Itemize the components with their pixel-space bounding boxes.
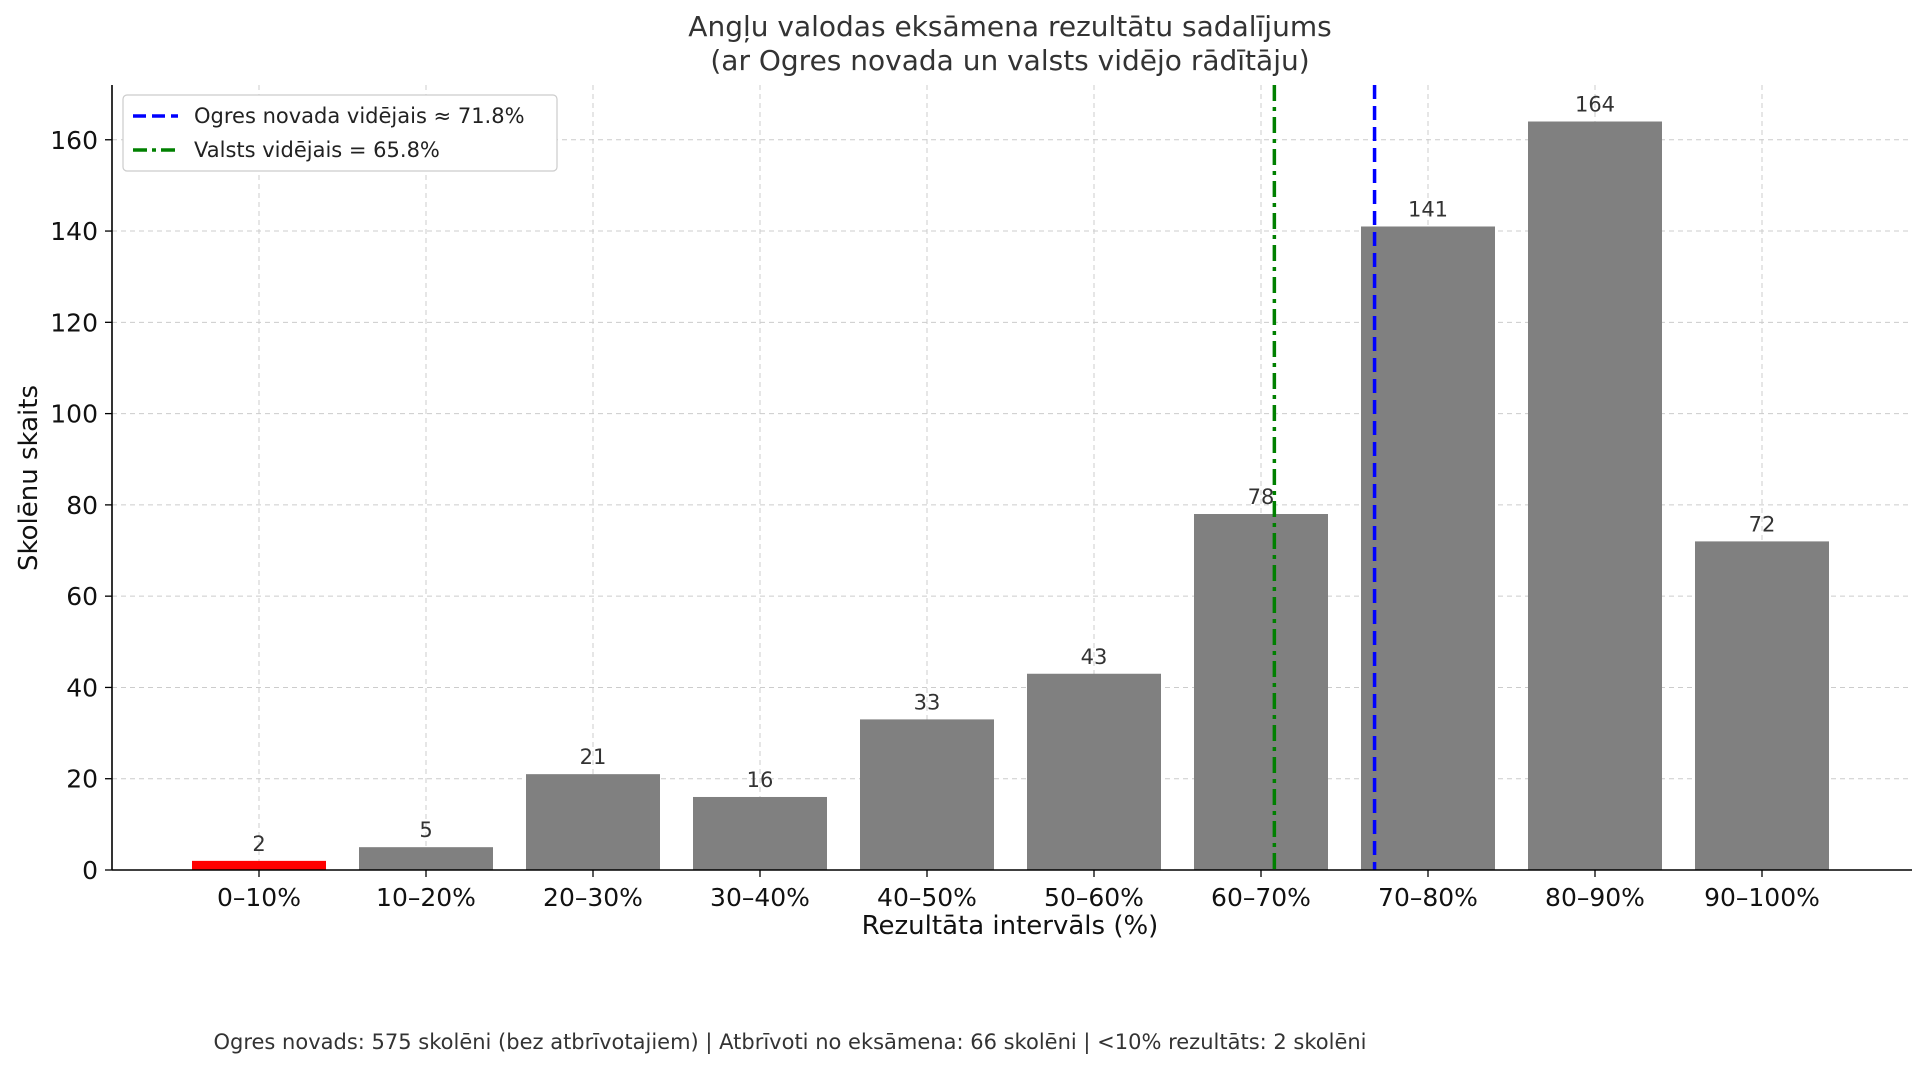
- bar-9: [1528, 121, 1662, 871]
- x-tick-label: 20–30%: [543, 883, 643, 912]
- bar-8: [1361, 226, 1495, 871]
- y-tick-label: 40: [66, 673, 98, 702]
- bars-layer: 2 5 21 16 33 43 78 141 164 72: [192, 93, 1829, 871]
- x-tick-label: 30–40%: [710, 883, 810, 912]
- x-tick-label: 40–50%: [877, 883, 977, 912]
- chart-title: Angļu valodas eksāmena rezultātu sadalīj…: [688, 10, 1331, 43]
- y-tick-label: 0: [82, 856, 98, 885]
- bar-4: [693, 796, 827, 870]
- data-label-5: 33: [914, 690, 941, 714]
- bar-3: [526, 774, 660, 870]
- data-label-4: 16: [747, 768, 774, 792]
- y-tick-label: 100: [50, 400, 98, 429]
- legend: Ogres novada vidējais ≈ 71.8% Valsts vid…: [122, 94, 558, 172]
- data-label-2: 5: [419, 818, 432, 842]
- legend-label-ogres: Ogres novada vidējais ≈ 71.8%: [194, 104, 525, 128]
- data-label-6: 43: [1081, 645, 1108, 669]
- bar-7: [1194, 514, 1328, 870]
- bar-2: [359, 847, 493, 870]
- bar-6: [1027, 673, 1161, 870]
- legend-label-valsts: Valsts vidējais = 65.8%: [194, 138, 440, 162]
- bar-10: [1695, 541, 1829, 870]
- data-label-3: 21: [580, 745, 607, 769]
- axes-layer: 0 20 40 60 80 100 120 140 160 0–10% 10–20% 20–30% 30…: [50, 85, 1912, 912]
- x-tick-label: 70–80%: [1378, 883, 1478, 912]
- bar-1: [192, 860, 326, 870]
- y-axis-label: Skolēnu skaits: [14, 385, 44, 571]
- reference-lines-layer: [1272, 85, 1377, 870]
- x-tick-label: 50–60%: [1044, 883, 1144, 912]
- y-tick-label: 80: [66, 491, 98, 520]
- x-tick-label: 90–100%: [1704, 883, 1820, 912]
- bar-5: [860, 719, 994, 870]
- y-tick-label: 60: [66, 582, 98, 611]
- x-tick-label: 10–20%: [376, 883, 476, 912]
- data-label-8: 141: [1408, 197, 1448, 221]
- x-tick-label: 60–70%: [1211, 883, 1311, 912]
- x-tick-label: 80–90%: [1545, 883, 1645, 912]
- data-label-9: 164: [1575, 93, 1615, 117]
- data-label-1: 2: [252, 832, 265, 856]
- legend-frame: [122, 94, 558, 172]
- y-tick-label: 20: [66, 765, 98, 794]
- y-tick-label: 160: [50, 126, 98, 155]
- y-tick-label: 120: [50, 308, 98, 337]
- footnote: Ogres novads: 575 skolēni (bez atbrīvota…: [213, 1030, 1367, 1054]
- chart-subtitle: (ar Ogres novada un valsts vidējo rādītā…: [710, 44, 1309, 77]
- x-axis-label: Rezultāta intervāls (%): [862, 911, 1159, 941]
- data-label-7: 78: [1248, 485, 1275, 509]
- data-label-10: 72: [1749, 512, 1776, 536]
- y-tick-label: 140: [50, 217, 98, 246]
- x-tick-label: 0–10%: [217, 883, 301, 912]
